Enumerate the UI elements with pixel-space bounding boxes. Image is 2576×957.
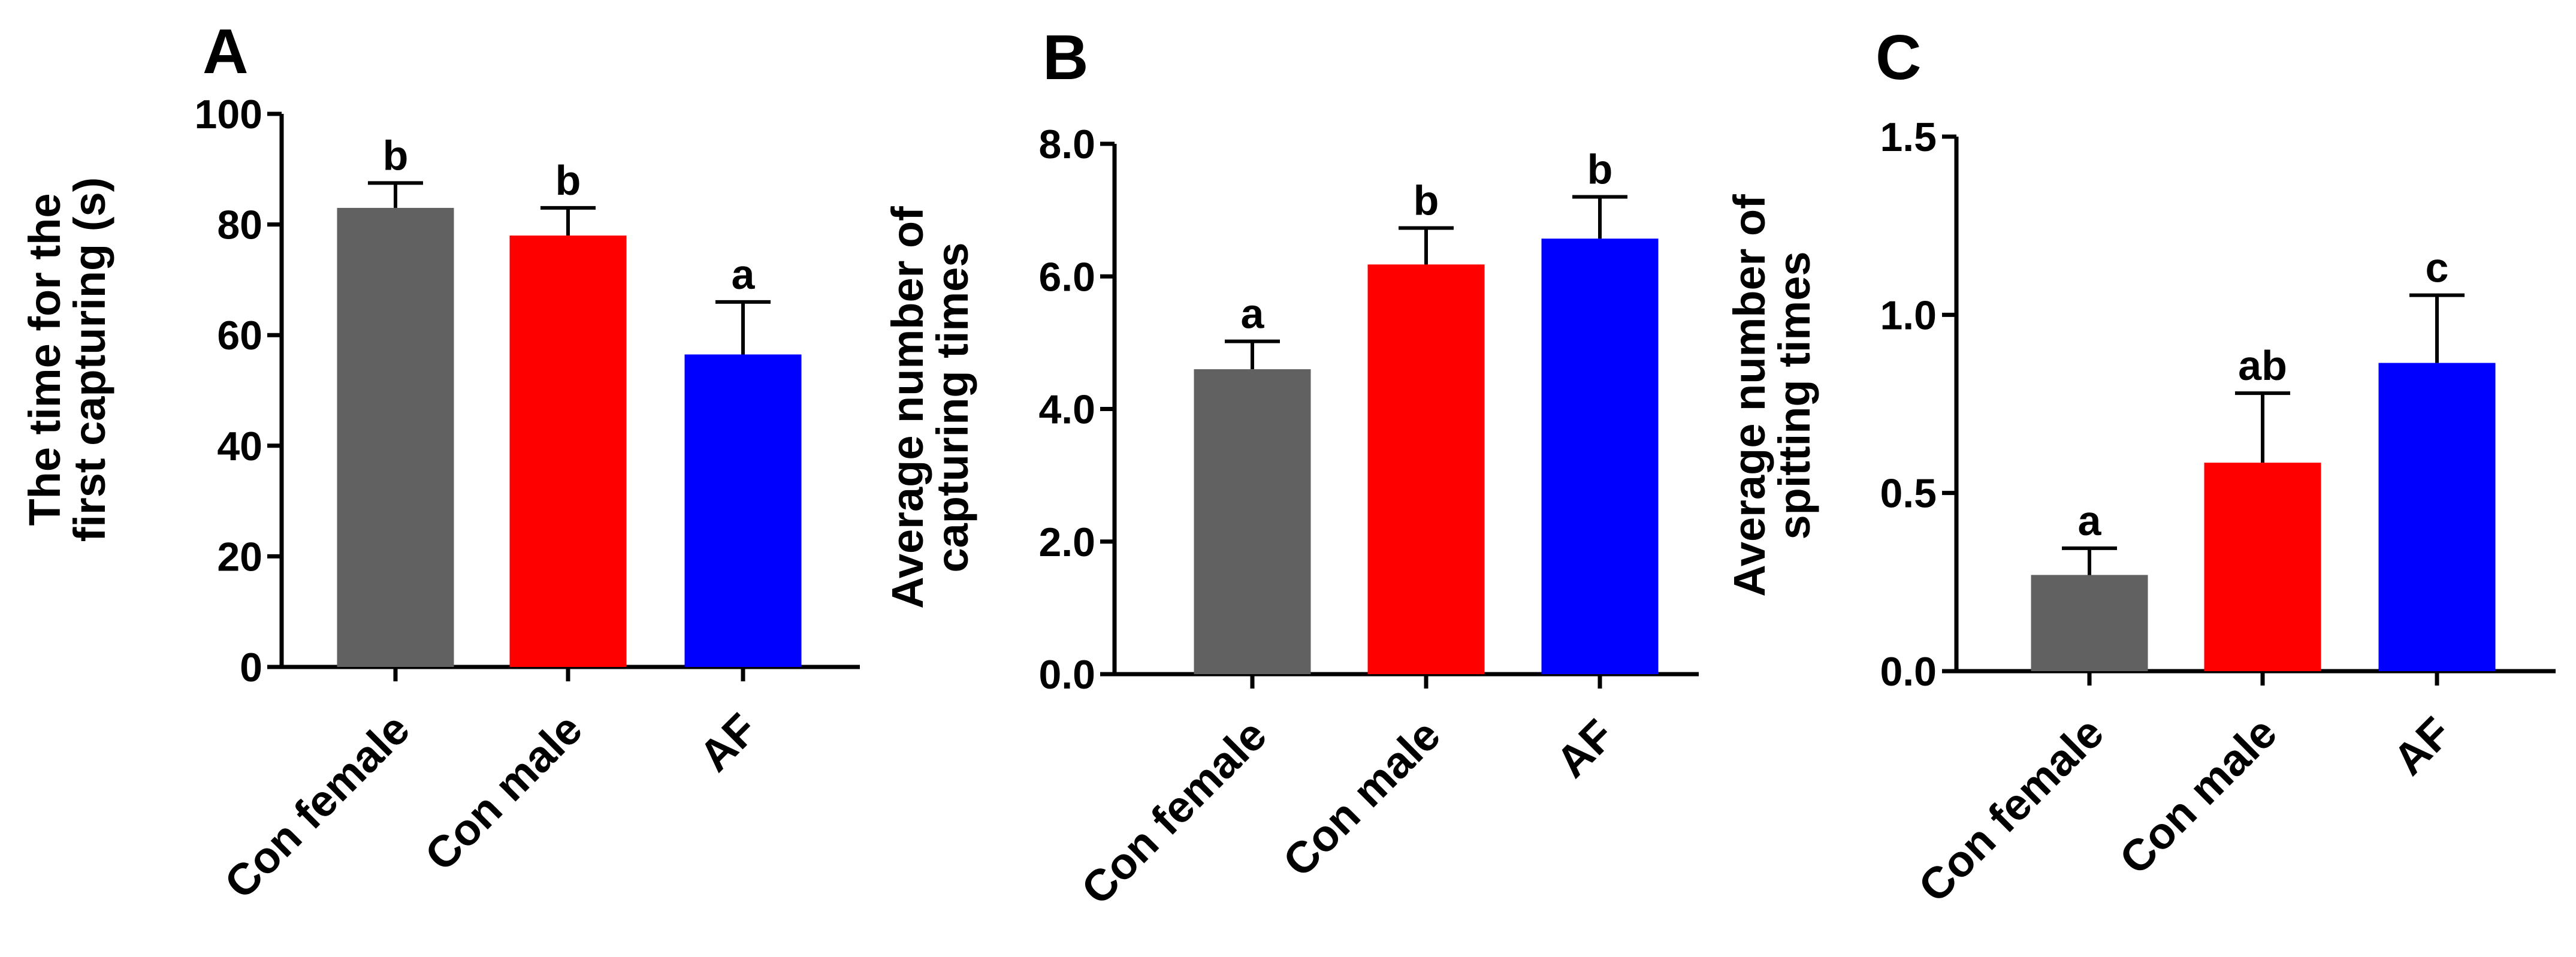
significance-label: b (383, 132, 409, 179)
bar-con-male (1367, 264, 1485, 674)
significance-label: b (555, 157, 581, 204)
x-category-label: AF (690, 704, 766, 781)
bar-af (1541, 239, 1659, 675)
panel-letter: B (1043, 22, 1089, 93)
significance-label: a (1241, 291, 1265, 337)
y-axis-title-line: Average number of (883, 206, 932, 609)
y-tick-label: 6.0 (1038, 254, 1095, 300)
significance-label: ab (2238, 342, 2287, 389)
y-tick-label: 80 (217, 203, 262, 248)
y-tick-label: 2.0 (1038, 520, 1095, 565)
y-tick-label: 0 (240, 645, 262, 690)
significance-label: a (732, 251, 756, 298)
x-category-label: Con male (1273, 710, 1449, 886)
x-category-label: Con female (215, 704, 419, 908)
x-category-label: Con male (415, 704, 591, 880)
y-axis-title-line: The time for the (20, 193, 70, 526)
x-category-label: Con female (1909, 708, 2113, 912)
significance-label: b (1587, 146, 1613, 193)
x-category-label: AF (1547, 710, 1623, 787)
bar-af (684, 354, 802, 667)
bar-con-female (2031, 575, 2148, 671)
y-tick-label: 1.0 (1880, 292, 1937, 338)
y-tick-label: 4.0 (1038, 387, 1095, 433)
significance-label: a (2078, 497, 2102, 544)
bar-con-male (509, 236, 627, 667)
bar-con-female (1194, 369, 1311, 674)
y-axis-title-line: capturing times (928, 243, 977, 573)
significance-label: b (1414, 177, 1439, 224)
y-tick-label: 0.0 (1038, 652, 1095, 698)
x-category-label: AF (2384, 708, 2460, 784)
y-axis-title-line: first capturing (s) (65, 177, 114, 542)
y-tick-label: 0.5 (1880, 471, 1937, 517)
y-tick-label: 20 (217, 534, 262, 579)
y-tick-label: 1.5 (1880, 114, 1937, 160)
y-tick-label: 100 (195, 92, 262, 137)
bar-af (2378, 363, 2496, 671)
significance-label: c (2426, 244, 2449, 291)
x-category-label: Con female (1072, 710, 1276, 914)
panel-letter: C (1876, 22, 1922, 93)
y-axis-title-line: spitting times (1769, 251, 1819, 539)
x-category-label: Con male (2110, 708, 2286, 884)
y-tick-label: 40 (217, 424, 262, 469)
y-axis-title-line: Average number of (1725, 194, 1774, 597)
y-tick-label: 8.0 (1038, 122, 1095, 167)
y-tick-label: 60 (217, 313, 262, 358)
bar-con-male (2204, 463, 2321, 671)
bar-con-female (337, 207, 454, 667)
y-tick-label: 0.0 (1880, 649, 1937, 695)
panel-letter: A (203, 16, 249, 87)
